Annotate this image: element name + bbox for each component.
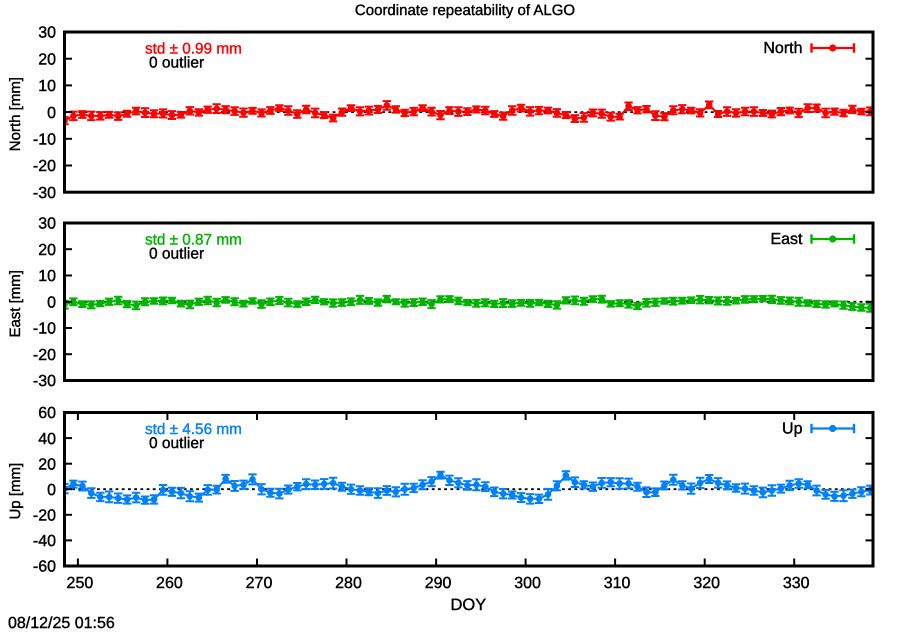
- svg-text:10: 10: [38, 78, 56, 95]
- svg-text:North: North: [763, 40, 802, 57]
- svg-text:20: 20: [38, 456, 56, 473]
- svg-text:North [mm]: North [mm]: [7, 77, 24, 151]
- svg-text:Up [mm]: Up [mm]: [7, 463, 24, 520]
- svg-text:std ± 0.99 mm: std ± 0.99 mm: [145, 41, 242, 58]
- svg-text:Coordinate repeatability of AL: Coordinate repeatability of ALGO: [355, 2, 575, 19]
- svg-text:-20: -20: [33, 158, 56, 175]
- svg-text:East [mm]: East [mm]: [7, 270, 24, 338]
- svg-text:0: 0: [47, 294, 56, 311]
- svg-text:std ± 0.87 mm: std ± 0.87 mm: [145, 232, 242, 249]
- svg-text:270: 270: [246, 575, 273, 592]
- svg-text:330: 330: [783, 575, 810, 592]
- svg-text:08/12/25 01:56: 08/12/25 01:56: [8, 615, 115, 630]
- svg-text:Up: Up: [782, 420, 803, 437]
- svg-text:310: 310: [604, 575, 631, 592]
- svg-text:-10: -10: [33, 321, 56, 338]
- svg-text:-60: -60: [33, 559, 56, 576]
- svg-text:0 outlier: 0 outlier: [149, 55, 204, 72]
- svg-text:0 outlier: 0 outlier: [149, 435, 204, 452]
- svg-text:300: 300: [514, 575, 541, 592]
- svg-text:East: East: [770, 231, 803, 248]
- svg-text:0 outlier: 0 outlier: [149, 246, 204, 263]
- svg-text:30: 30: [38, 216, 56, 233]
- svg-text:290: 290: [425, 575, 452, 592]
- svg-text:-20: -20: [33, 508, 56, 525]
- svg-text:0: 0: [47, 482, 56, 499]
- svg-text:20: 20: [38, 51, 56, 68]
- svg-text:-30: -30: [33, 185, 56, 202]
- svg-text:std ± 4.56 mm: std ± 4.56 mm: [145, 421, 242, 438]
- svg-text:DOY: DOY: [451, 596, 487, 614]
- svg-text:250: 250: [67, 575, 94, 592]
- svg-text:-30: -30: [33, 373, 56, 390]
- svg-text:30: 30: [38, 25, 56, 42]
- svg-text:260: 260: [156, 575, 183, 592]
- svg-text:-10: -10: [33, 132, 56, 149]
- svg-text:280: 280: [335, 575, 362, 592]
- svg-text:20: 20: [38, 242, 56, 259]
- svg-text:320: 320: [693, 575, 720, 592]
- svg-text:0: 0: [47, 105, 56, 122]
- svg-text:-20: -20: [33, 347, 56, 364]
- svg-text:60: 60: [38, 405, 56, 422]
- svg-text:40: 40: [38, 431, 56, 448]
- svg-text:10: 10: [38, 268, 56, 285]
- svg-text:-40: -40: [33, 533, 56, 550]
